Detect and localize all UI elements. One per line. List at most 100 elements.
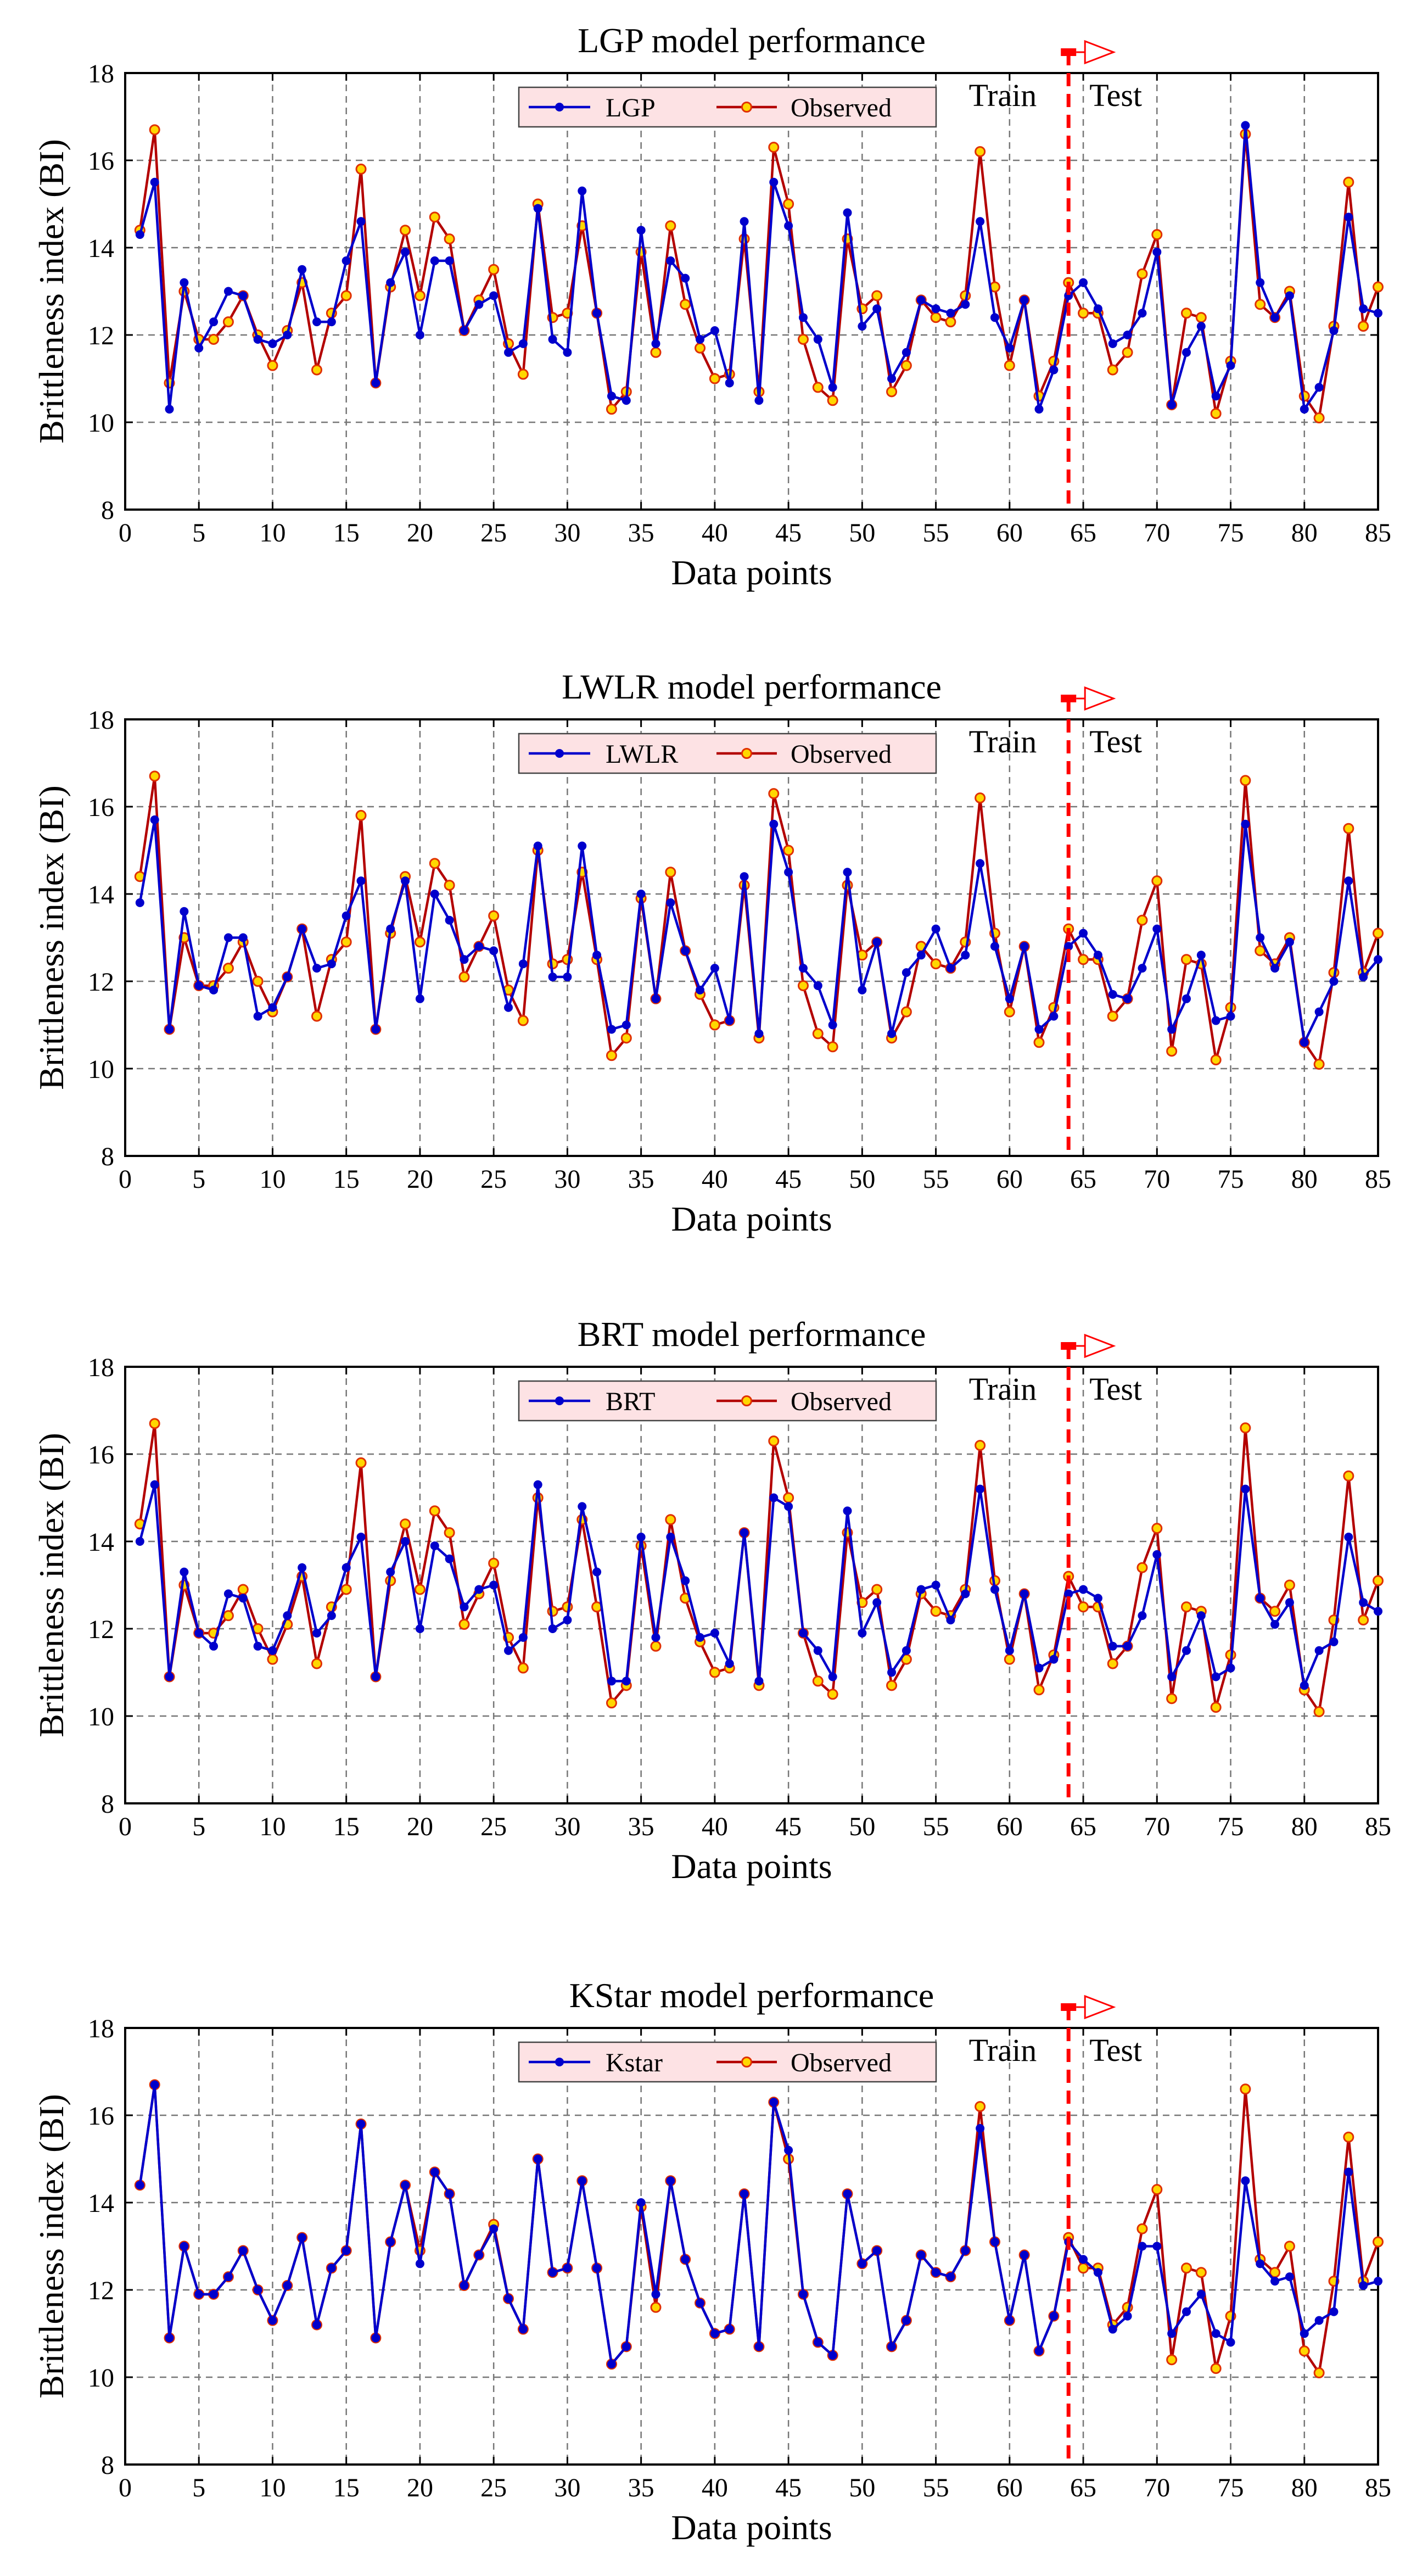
model-point (298, 2233, 307, 2242)
chart-title: LGP model performance (578, 21, 926, 60)
observed-point (1136, 268, 1148, 280)
x-tick-label: 10 (259, 1812, 285, 1841)
model-point (548, 334, 557, 344)
series-line-brt (138, 1484, 1379, 1690)
observed-point (1180, 954, 1192, 965)
model-point (740, 2189, 749, 2199)
x-tick-label: 75 (1218, 518, 1244, 547)
x-tick-label: 45 (775, 1165, 802, 1194)
model-point (518, 1633, 528, 1642)
model-point (401, 876, 410, 886)
legend-label-observed: Observed (791, 2048, 892, 2077)
observed-point (783, 1492, 794, 1504)
model-point (268, 1646, 277, 1655)
model-point (1020, 942, 1029, 951)
model-point (813, 2338, 822, 2347)
model-point (1211, 1016, 1220, 1025)
model-point (1374, 955, 1382, 964)
model-point (784, 221, 793, 231)
model-point (1374, 309, 1382, 318)
model-point (386, 924, 395, 934)
model-point (710, 2329, 719, 2338)
legend-marker-model (555, 1396, 564, 1405)
model-point (1034, 2346, 1044, 2356)
model-point (1123, 331, 1132, 339)
x-tick-label: 40 (702, 2473, 728, 2502)
observed-point (1343, 176, 1354, 188)
grid-lines (125, 73, 1378, 510)
model-point (784, 2145, 793, 2155)
chart-panel-3: BRT model performance 0 5 10 15 20 25 30 35 40 45 5… (32, 1315, 1391, 1886)
observed-point (1284, 1579, 1295, 1591)
model-point (784, 868, 793, 877)
model-point (1300, 1038, 1309, 1047)
observed-point (222, 316, 234, 328)
model-point (681, 273, 690, 283)
x-tick-label: 25 (480, 1165, 507, 1194)
observed-point (1166, 1693, 1178, 1705)
model-point (858, 1628, 867, 1638)
model-point (386, 1567, 395, 1577)
plot-frame (124, 718, 1379, 1157)
model-point (578, 841, 587, 851)
model-point (636, 890, 646, 898)
model-point (165, 1672, 174, 1681)
model-point (268, 2316, 277, 2325)
y-tick-label: 14 (88, 880, 114, 909)
y-tick-label: 10 (88, 1055, 114, 1084)
model-point (1374, 1607, 1382, 1616)
model-point (194, 343, 204, 353)
model-point (1226, 361, 1235, 370)
x-tick-label: 35 (628, 1165, 654, 1194)
x-tick-label: 45 (775, 2473, 802, 2502)
plot-frame (124, 2027, 1379, 2466)
model-point (504, 1003, 513, 1012)
model-point (268, 1003, 277, 1012)
x-tick-label: 65 (1070, 1165, 1096, 1194)
model-point (445, 915, 454, 925)
model-point (1005, 994, 1014, 1003)
model-point (902, 348, 911, 357)
model-point (828, 383, 837, 392)
model-point (1285, 1598, 1294, 1607)
model-point (563, 973, 572, 982)
x-axis-label: Data points (671, 553, 832, 592)
model-point (341, 2246, 351, 2255)
x-tick-label: 80 (1291, 518, 1318, 547)
model-point (666, 2176, 675, 2186)
legend-marker-model (555, 2058, 564, 2066)
model-point (843, 1506, 852, 1516)
model-point (754, 396, 764, 405)
observed-point (620, 1032, 632, 1044)
model-point (1285, 291, 1294, 300)
x-tick-label: 35 (628, 2473, 654, 2502)
observed-point (252, 976, 264, 987)
model-point (636, 1533, 646, 1542)
model-point (1020, 2250, 1029, 2260)
plot-frame (124, 1366, 1379, 1804)
x-tick-label: 40 (702, 1165, 728, 1194)
x-tick-label: 45 (775, 1812, 802, 1841)
observed-point (1004, 1653, 1015, 1665)
model-point (430, 2167, 439, 2177)
model-point (238, 291, 248, 300)
model-point (298, 924, 307, 934)
x-tick-label: 75 (1218, 1165, 1244, 1194)
model-point (1108, 2324, 1117, 2334)
legend-label-model: Kstar (606, 2048, 663, 2077)
x-tick-label: 0 (119, 1165, 132, 1194)
plot-frame (124, 72, 1379, 511)
model-point (533, 2154, 542, 2164)
y-tick-label: 8 (101, 1142, 114, 1171)
observed-point (1180, 308, 1192, 319)
observed-point (488, 1557, 500, 1569)
model-point (798, 1628, 808, 1638)
observed-point (414, 1584, 425, 1595)
y-axis-label: Brittleness index (BI) (32, 785, 71, 1090)
observed-point (1136, 1562, 1148, 1573)
model-point (1034, 1663, 1044, 1673)
model-point (1093, 2268, 1102, 2277)
observed-point (1240, 775, 1251, 786)
model-point (1123, 2311, 1132, 2321)
model-point (916, 2250, 926, 2260)
